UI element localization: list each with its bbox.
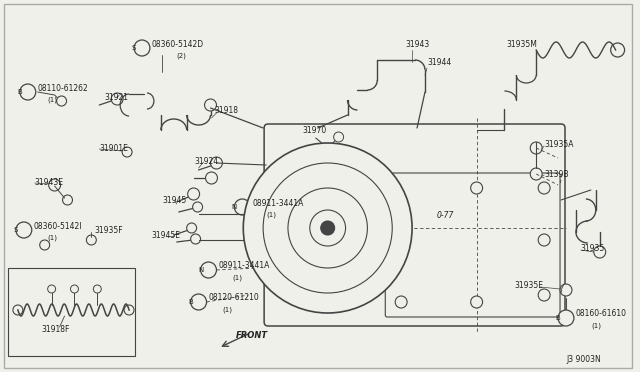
Text: 31918: 31918: [214, 106, 239, 115]
Circle shape: [134, 40, 150, 56]
Circle shape: [263, 163, 392, 293]
Text: 31944: 31944: [427, 58, 451, 67]
Circle shape: [40, 240, 50, 250]
Text: 08911-3441A: 08911-3441A: [218, 262, 270, 270]
Text: 31943E: 31943E: [35, 177, 64, 186]
Text: 31945: 31945: [163, 196, 187, 205]
Text: B: B: [556, 315, 561, 321]
Text: 08110-61262: 08110-61262: [38, 83, 88, 93]
Text: 31935E: 31935E: [515, 282, 543, 291]
FancyBboxPatch shape: [385, 173, 560, 317]
Circle shape: [538, 289, 550, 301]
Text: 08120-61210: 08120-61210: [209, 294, 259, 302]
Circle shape: [310, 210, 346, 246]
FancyBboxPatch shape: [264, 124, 565, 326]
Circle shape: [70, 285, 79, 293]
Circle shape: [93, 285, 101, 293]
Circle shape: [531, 168, 542, 180]
Circle shape: [63, 195, 72, 205]
Circle shape: [56, 96, 67, 106]
Circle shape: [191, 294, 207, 310]
Text: 31943: 31943: [405, 39, 429, 48]
Circle shape: [205, 172, 218, 184]
Circle shape: [234, 199, 250, 215]
Circle shape: [243, 143, 412, 313]
Circle shape: [20, 84, 36, 100]
Text: 31935M: 31935M: [506, 39, 538, 48]
Circle shape: [47, 285, 56, 293]
FancyBboxPatch shape: [8, 268, 135, 356]
Text: 3139B: 3139B: [544, 170, 569, 179]
Text: FRONT: FRONT: [236, 330, 268, 340]
Text: (1): (1): [223, 307, 232, 313]
Text: 31918F: 31918F: [42, 326, 70, 334]
Circle shape: [193, 202, 203, 212]
Circle shape: [333, 132, 344, 142]
Circle shape: [538, 182, 550, 194]
Text: 31945E: 31945E: [151, 231, 180, 240]
Circle shape: [611, 43, 625, 57]
Text: 31970: 31970: [303, 125, 327, 135]
Circle shape: [13, 305, 23, 315]
Circle shape: [124, 305, 134, 315]
Text: (1): (1): [47, 235, 58, 241]
Text: 08360-5142D: 08360-5142D: [152, 39, 204, 48]
Text: N: N: [232, 204, 237, 210]
Text: (1): (1): [266, 212, 276, 218]
Circle shape: [339, 146, 349, 156]
Text: 31921: 31921: [104, 93, 128, 102]
Text: S: S: [132, 45, 136, 51]
Circle shape: [594, 246, 605, 258]
Circle shape: [205, 99, 216, 111]
Circle shape: [111, 93, 123, 105]
Text: 08160-61610: 08160-61610: [576, 310, 627, 318]
Circle shape: [558, 310, 574, 326]
Circle shape: [16, 222, 32, 238]
Circle shape: [329, 160, 339, 170]
Text: B: B: [17, 89, 22, 95]
Circle shape: [122, 147, 132, 157]
Text: S: S: [13, 227, 18, 233]
Circle shape: [531, 142, 542, 154]
Circle shape: [188, 188, 200, 200]
Circle shape: [49, 179, 61, 191]
Circle shape: [470, 296, 483, 308]
Circle shape: [191, 234, 200, 244]
Text: 08911-3441A: 08911-3441A: [252, 199, 303, 208]
Text: J3 9003N: J3 9003N: [566, 356, 601, 365]
Circle shape: [560, 284, 572, 296]
Text: N: N: [198, 267, 204, 273]
Circle shape: [335, 155, 346, 165]
Circle shape: [470, 182, 483, 194]
Text: 08360-5142I: 08360-5142I: [34, 221, 83, 231]
Text: (1): (1): [232, 275, 243, 281]
Circle shape: [396, 296, 407, 308]
Text: (1): (1): [47, 97, 58, 103]
Text: 31935: 31935: [581, 244, 605, 253]
Circle shape: [187, 223, 196, 233]
Circle shape: [321, 221, 335, 235]
Circle shape: [538, 234, 550, 246]
Text: B: B: [188, 299, 193, 305]
Text: 31924: 31924: [195, 157, 219, 166]
Circle shape: [288, 188, 367, 268]
Text: 31901E: 31901E: [99, 144, 128, 153]
FancyBboxPatch shape: [4, 4, 632, 368]
Text: 31935A: 31935A: [544, 140, 573, 148]
Text: 31935F: 31935F: [94, 225, 123, 234]
Circle shape: [200, 262, 216, 278]
Text: 0-77: 0-77: [437, 211, 454, 219]
Text: (1): (1): [592, 323, 602, 329]
Text: (2): (2): [177, 53, 187, 59]
Circle shape: [86, 235, 96, 245]
Circle shape: [211, 157, 223, 169]
